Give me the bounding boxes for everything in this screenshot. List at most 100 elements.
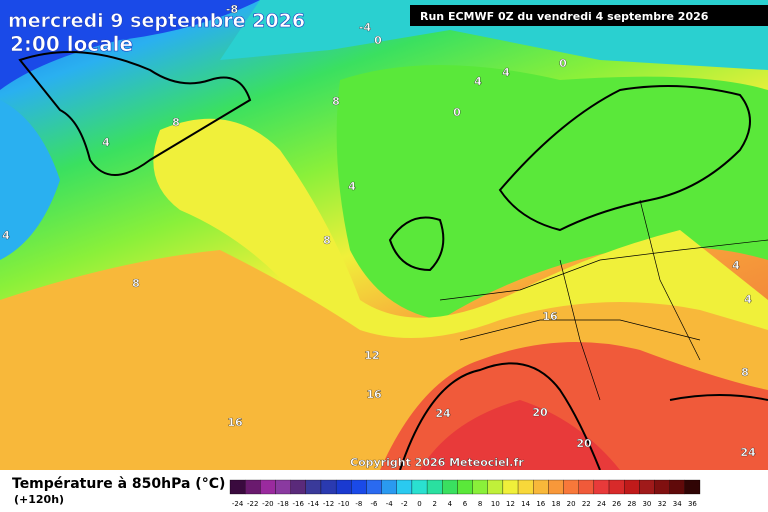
- colorbar-label: -18: [277, 500, 288, 508]
- contour-label: -8: [226, 3, 238, 16]
- contour-label: 4: [474, 75, 482, 88]
- colorbar-label: -24: [232, 500, 244, 508]
- legend-subtitle: (+120h): [14, 493, 64, 506]
- colorbar-label: 34: [673, 500, 682, 508]
- colorbar-label: -14: [308, 500, 320, 508]
- run-box: [410, 5, 768, 26]
- run-label: Run ECMWF 0Z du vendredi 4 septembre 202…: [420, 10, 709, 23]
- contour-label: 8: [132, 277, 140, 290]
- colorbar: -24 -22 -20 -18 -16 -14 -12 -10 -8 -6 -4 -2 0 2 4 6 8 10 1…: [229, 479, 701, 508]
- contour-label: 4: [348, 180, 356, 193]
- colorbar-label: 6: [463, 500, 468, 508]
- colorbar-swatch: [457, 479, 473, 495]
- colorbar-label: 20: [567, 500, 576, 508]
- colorbar-label: 24: [597, 500, 606, 508]
- colorbar-label: -12: [323, 500, 334, 508]
- contour-label: 0: [559, 57, 567, 70]
- legend-title: Température à 850hPa (°C): [12, 476, 225, 492]
- colorbar-swatch: [396, 479, 413, 495]
- contour-label: 4: [2, 229, 10, 242]
- contour-label: 16: [366, 388, 382, 401]
- forecast-date: mercredi 9 septembre 2026: [8, 10, 305, 32]
- colorbar-label: 4: [448, 500, 453, 508]
- copyright: Copyright 2026 Meteociel.fr: [350, 456, 524, 469]
- colorbar-label: 22: [582, 500, 591, 508]
- coastlines: [18, 51, 768, 471]
- colorbar-swatch: [684, 479, 701, 495]
- colorbar-swatch: [472, 479, 488, 495]
- colorbar-swatch: [548, 479, 564, 495]
- borders: [439, 199, 768, 401]
- contour-label: 20: [532, 406, 548, 419]
- colorbar-swatch: [275, 479, 291, 495]
- colorbar-label: 2: [432, 500, 436, 508]
- colorbar-label: -4: [386, 500, 394, 508]
- colorbar-swatch: [381, 479, 397, 495]
- colorbar-label: -22: [247, 500, 258, 508]
- contour-label: 20: [576, 437, 592, 450]
- contour-label: -4: [359, 21, 372, 34]
- contour-label: 16: [227, 416, 243, 429]
- contour-label: 0: [374, 34, 382, 47]
- colorbar-label: -20: [262, 500, 273, 508]
- colorbar-swatch: [426, 479, 443, 495]
- colorbar-swatch: [290, 479, 306, 495]
- colorbar-label: 32: [658, 500, 667, 508]
- colorbar-swatch: [411, 479, 428, 495]
- contour-label: 8: [332, 95, 340, 108]
- contour-label: 8: [323, 234, 331, 247]
- colorbar-label: 30: [642, 500, 651, 508]
- colorbar-swatch: [578, 479, 595, 495]
- colorbar-swatch: [593, 479, 610, 495]
- contour-label: 4: [102, 136, 110, 149]
- colorbar-swatch: [608, 479, 625, 495]
- colorbar-swatch: [502, 479, 519, 495]
- colorbar-swatch: [320, 479, 337, 495]
- colorbar-swatch: [305, 479, 322, 495]
- colorbar-label: -8: [355, 500, 362, 508]
- colorbar-label: -6: [371, 500, 379, 508]
- colorbar-label: 16: [536, 500, 545, 508]
- contour-label: 4: [502, 66, 510, 79]
- colorbar-label: 0: [417, 500, 421, 508]
- contour-label: 24: [435, 407, 451, 420]
- colorbar-swatch: [245, 479, 261, 495]
- colorbar-swatch: [563, 479, 579, 495]
- colorbar-swatch: [654, 479, 670, 495]
- colorbar-swatch: [335, 479, 352, 495]
- colorbar-label: 36: [688, 500, 697, 508]
- colorbar-label: 8: [478, 500, 482, 508]
- colorbar-label: 12: [506, 500, 515, 508]
- colorbar-label: 10: [491, 500, 500, 508]
- colorbar-swatch: [639, 479, 655, 495]
- colorbar-swatch: [442, 479, 458, 495]
- colorbar-swatch: [487, 479, 504, 495]
- colorbar-label: 18: [552, 500, 561, 508]
- colorbar-swatch: [229, 479, 246, 495]
- contour-label: 8: [741, 366, 749, 379]
- colorbar-swatch: [517, 479, 534, 495]
- colorbar-swatch: [533, 479, 549, 495]
- colorbar-swatch: [366, 479, 382, 495]
- contour-label: 16: [542, 310, 558, 323]
- colorbar-swatch: [669, 479, 685, 495]
- colorbar-swatch: [260, 479, 276, 495]
- colorbar-label: 28: [627, 500, 636, 508]
- contour-label: 4: [732, 259, 740, 272]
- contour-label: 8: [172, 116, 180, 129]
- colorbar-label: 26: [612, 500, 621, 508]
- contour-label: 24: [740, 446, 756, 459]
- colorbar-label: -10: [338, 500, 349, 508]
- contour-label: 4: [744, 293, 752, 306]
- colorbar-swatch: [624, 479, 640, 495]
- colorbar-label: -16: [293, 500, 305, 508]
- colorbar-label: -2: [401, 500, 408, 508]
- contour-label: 0: [453, 106, 461, 119]
- colorbar-swatch: [351, 479, 367, 495]
- colorbar-label: 14: [521, 500, 530, 508]
- forecast-time: 2:00 locale: [10, 32, 133, 56]
- map-fields: [0, 0, 768, 470]
